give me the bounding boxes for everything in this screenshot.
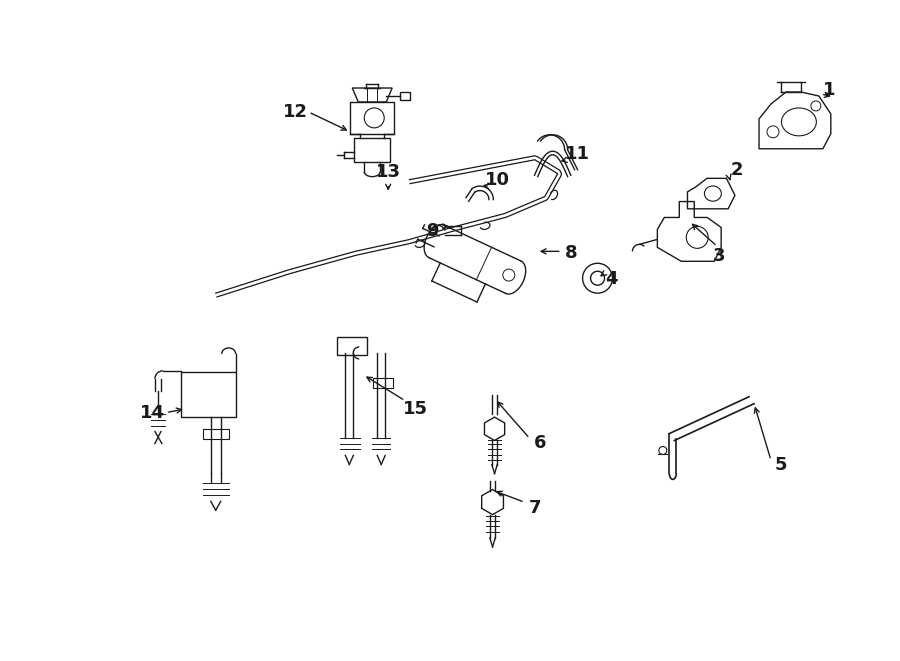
Text: 3: 3 <box>713 247 725 265</box>
Text: 4: 4 <box>605 270 617 288</box>
Text: 5: 5 <box>775 457 788 475</box>
Text: 11: 11 <box>565 145 590 163</box>
Text: 6: 6 <box>534 434 546 451</box>
Text: 10: 10 <box>485 171 510 188</box>
Text: 1: 1 <box>823 81 835 99</box>
Text: 7: 7 <box>528 499 541 518</box>
Text: 14: 14 <box>140 404 166 422</box>
Text: 12: 12 <box>283 103 308 121</box>
Text: 8: 8 <box>565 245 578 262</box>
Text: 2: 2 <box>731 161 743 178</box>
Text: 15: 15 <box>402 400 428 418</box>
Text: 13: 13 <box>375 163 401 180</box>
Text: 9: 9 <box>426 222 438 241</box>
